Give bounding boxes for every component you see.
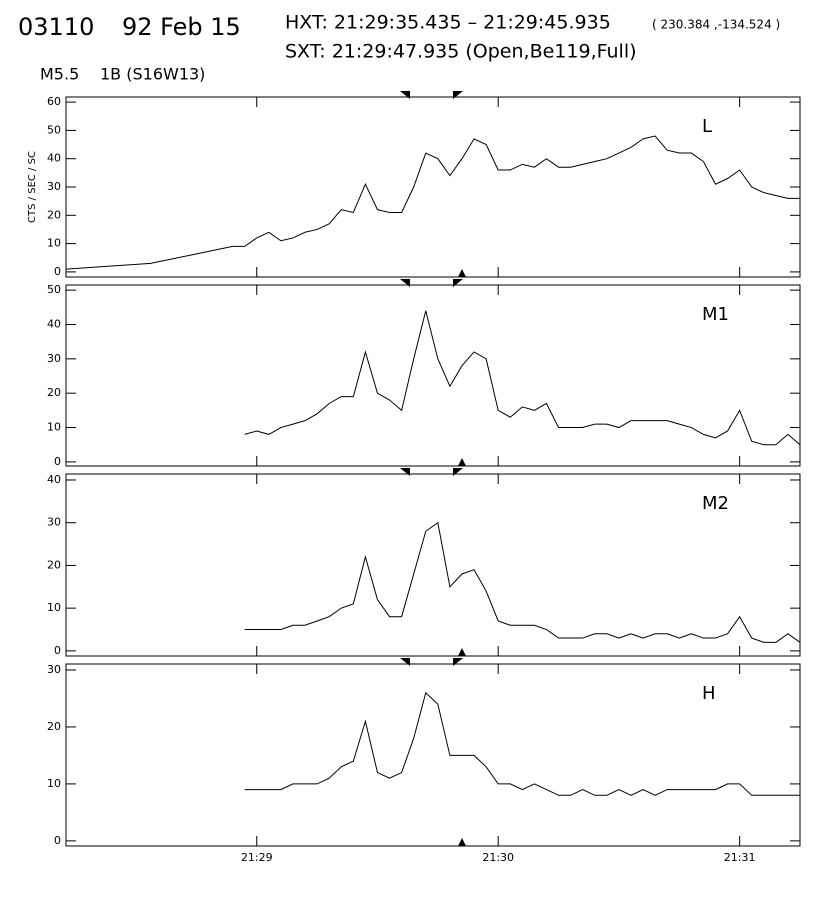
optical-class: 1B (S16W13)	[100, 65, 205, 84]
sxt-time: SXT: 21:29:47.935 (Open,Be119,Full)	[285, 41, 637, 63]
y-tick-label: 0	[54, 455, 61, 468]
y-tick-label: 0	[54, 834, 61, 847]
event-id: 03110	[18, 13, 94, 41]
y-tick-label: 50	[47, 283, 61, 296]
hxt-start-marker	[400, 658, 410, 666]
y-tick-label: 20	[47, 558, 61, 571]
sxt-marker	[458, 838, 466, 846]
hxt-end-marker	[453, 468, 463, 476]
sxt-marker	[458, 648, 466, 656]
x-tick-label: 21:30	[482, 851, 514, 864]
channel-label: L	[702, 116, 712, 137]
panel-frame	[65, 284, 801, 467]
x-tick-label: 21:29	[241, 851, 273, 864]
hxt-start-marker	[400, 279, 410, 287]
hxt-interval: HXT: 21:29:35.435 – 21:29:45.935	[285, 12, 611, 34]
goes-class: M5.5	[40, 65, 79, 84]
y-axis-label: CTS / SEC / SC	[27, 151, 38, 223]
channel-label: M2	[702, 493, 729, 514]
x-tick-label: 21:31	[724, 851, 756, 864]
y-tick-label: 20	[47, 720, 61, 733]
sxt-marker	[458, 269, 466, 277]
hxt-start-marker	[400, 468, 410, 476]
panel-frame	[65, 663, 801, 847]
light-curve	[65, 135, 800, 270]
light-curve	[244, 310, 801, 446]
y-tick-label: 10	[47, 601, 61, 614]
y-tick-label: 30	[47, 663, 61, 676]
light-curve	[244, 521, 801, 643]
y-tick-label: 40	[47, 317, 61, 330]
hxt-end-marker	[453, 279, 463, 287]
y-tick-label: 60	[47, 95, 61, 108]
y-tick-label: 40	[47, 152, 61, 165]
y-tick-label: 50	[47, 123, 61, 136]
y-tick-label: 20	[47, 208, 61, 221]
y-tick-label: 10	[47, 777, 61, 790]
y-tick-label: 0	[54, 265, 61, 278]
channel-label: M1	[702, 304, 729, 325]
y-tick-label: 0	[54, 644, 61, 657]
hxt-end-marker	[453, 658, 463, 666]
coordinates: ( 230.384 ,-134.524 )	[652, 18, 780, 32]
channel-label: H	[702, 683, 716, 704]
hxt-end-marker	[453, 91, 463, 99]
y-tick-label: 10	[47, 421, 61, 434]
y-tick-label: 30	[47, 352, 61, 365]
hxt-start-marker	[400, 91, 410, 99]
y-tick-label: 30	[47, 180, 61, 193]
panel-frame	[65, 96, 801, 278]
y-tick-label: 30	[47, 516, 61, 529]
event-date: 92 Feb 15	[122, 13, 241, 41]
panel-frame	[65, 473, 801, 657]
y-tick-label: 40	[47, 473, 61, 486]
sxt-marker	[458, 458, 466, 466]
y-tick-label: 10	[47, 237, 61, 250]
y-tick-label: 20	[47, 386, 61, 399]
light-curve	[244, 691, 800, 796]
